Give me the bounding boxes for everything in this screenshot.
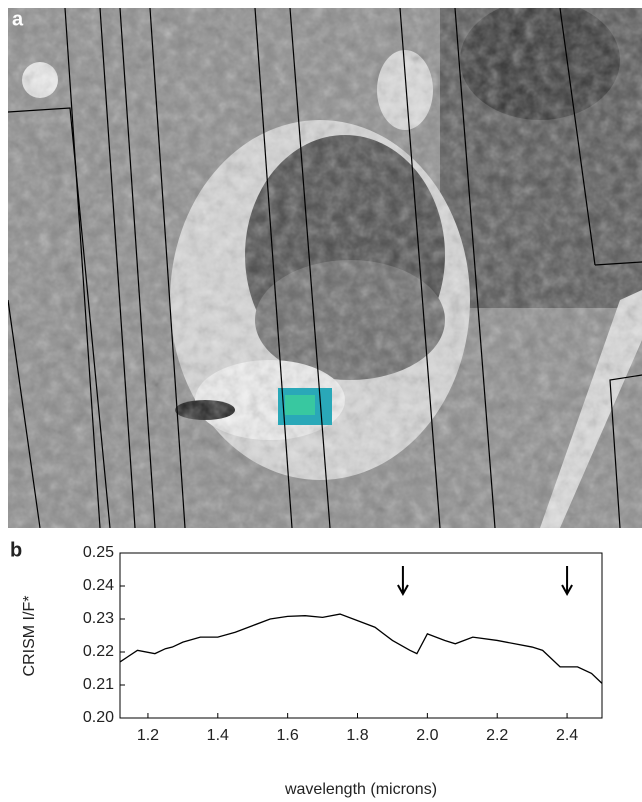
y-tick-label: 0.24 <box>83 577 114 594</box>
y-tick-label: 0.23 <box>83 610 114 627</box>
x-tick-label: 2.2 <box>486 727 508 744</box>
x-tick-label: 1.4 <box>207 727 229 744</box>
y-tick-label: 0.25 <box>83 544 114 561</box>
arrow <box>397 566 409 597</box>
x-tick-label: 2.0 <box>416 727 438 744</box>
x-axis-label: wavelength (microns) <box>284 781 437 798</box>
y-tick-label: 0.20 <box>83 709 114 726</box>
x-tick-label: 1.6 <box>277 727 299 744</box>
x-tick-label: 1.8 <box>346 727 368 744</box>
x-tick-label: 1.2 <box>137 727 159 744</box>
panel-label: a <box>12 8 24 30</box>
y-axis-label: CRISM I/F* <box>21 596 38 677</box>
y-tick-label: 0.21 <box>83 676 114 693</box>
x-tick-label: 2.4 <box>556 727 578 744</box>
mars-image <box>8 8 642 528</box>
y-tick-label: 0.22 <box>83 643 114 660</box>
arrow <box>561 566 573 597</box>
panel-label: b <box>10 539 22 561</box>
plot-frame <box>119 552 603 719</box>
data-line <box>119 613 603 684</box>
